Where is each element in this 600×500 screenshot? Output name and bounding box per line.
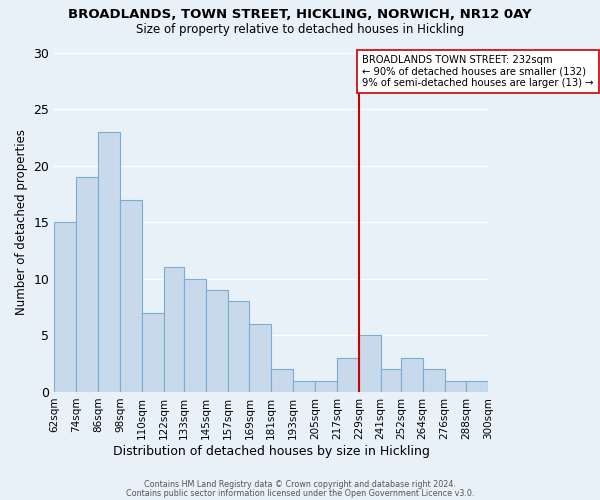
Bar xyxy=(381,370,401,392)
Bar xyxy=(445,380,466,392)
Bar xyxy=(164,268,184,392)
Bar xyxy=(227,302,250,392)
Bar xyxy=(76,177,98,392)
Bar xyxy=(184,279,206,392)
Bar xyxy=(422,370,445,392)
Bar xyxy=(120,200,142,392)
Bar xyxy=(142,313,164,392)
Bar xyxy=(315,380,337,392)
Text: Contains HM Land Registry data © Crown copyright and database right 2024.: Contains HM Land Registry data © Crown c… xyxy=(144,480,456,489)
Bar xyxy=(54,222,76,392)
Bar xyxy=(250,324,271,392)
Text: BROADLANDS TOWN STREET: 232sqm
← 90% of detached houses are smaller (132)
9% of : BROADLANDS TOWN STREET: 232sqm ← 90% of … xyxy=(362,55,594,88)
Bar xyxy=(271,370,293,392)
Bar xyxy=(98,132,120,392)
Bar xyxy=(206,290,227,392)
X-axis label: Distribution of detached houses by size in Hickling: Distribution of detached houses by size … xyxy=(113,444,430,458)
Text: BROADLANDS, TOWN STREET, HICKLING, NORWICH, NR12 0AY: BROADLANDS, TOWN STREET, HICKLING, NORWI… xyxy=(68,8,532,20)
Text: Size of property relative to detached houses in Hickling: Size of property relative to detached ho… xyxy=(136,22,464,36)
Bar xyxy=(401,358,422,392)
Text: Contains public sector information licensed under the Open Government Licence v3: Contains public sector information licen… xyxy=(126,488,474,498)
Bar xyxy=(293,380,315,392)
Bar xyxy=(359,336,381,392)
Y-axis label: Number of detached properties: Number of detached properties xyxy=(15,129,28,315)
Bar xyxy=(337,358,359,392)
Bar xyxy=(466,380,488,392)
